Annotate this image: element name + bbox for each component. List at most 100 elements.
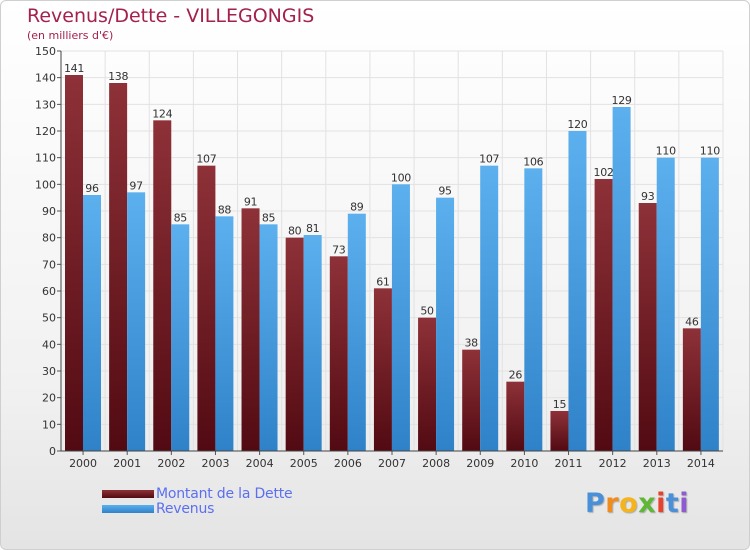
bar-revenue <box>524 168 543 452</box>
bar-debt <box>197 165 216 451</box>
bar-debt <box>506 381 525 451</box>
logo-letter: t <box>665 488 680 519</box>
bar-revenue <box>259 224 278 451</box>
logo-letter: P <box>585 488 606 519</box>
y-tick-label: 40 <box>42 338 56 351</box>
x-tick-label: 2008 <box>422 457 450 470</box>
x-tick-label: 2009 <box>466 457 494 470</box>
y-tick-label: 10 <box>42 418 56 431</box>
x-tick-label: 2011 <box>555 457 583 470</box>
logo-letter: i <box>656 488 666 519</box>
y-tick-label: 90 <box>42 205 56 218</box>
bar-debt <box>462 349 481 451</box>
bar-debt <box>550 411 569 451</box>
y-tick-label: 70 <box>42 258 56 271</box>
bar-revenue <box>347 213 366 451</box>
bar-debt <box>594 179 613 451</box>
data-label: 15 <box>553 398 567 411</box>
x-tick-label: 2007 <box>378 457 406 470</box>
data-label: 80 <box>288 225 302 238</box>
y-tick-label: 30 <box>42 365 56 378</box>
bar-revenue <box>480 165 499 451</box>
y-tick-label: 130 <box>35 98 56 111</box>
bar-layer <box>65 75 719 452</box>
x-tick-label: 2000 <box>69 457 97 470</box>
data-label: 61 <box>376 275 389 288</box>
x-tick-label: 2002 <box>157 457 185 470</box>
data-label: 97 <box>129 179 143 192</box>
logo-letter: o <box>619 488 639 519</box>
bar-debt <box>65 75 83 451</box>
data-label: 85 <box>174 211 188 224</box>
data-label: 89 <box>350 201 364 214</box>
data-label: 100 <box>391 171 411 184</box>
data-label: 81 <box>306 222 319 235</box>
bar-debt <box>373 288 392 451</box>
bar-revenue <box>391 184 410 452</box>
y-tick-label: 50 <box>42 312 56 325</box>
x-tick-label: 2014 <box>687 457 715 470</box>
bar-revenue <box>656 157 675 451</box>
legend-label-revenue: Revenus <box>156 501 215 517</box>
legend-label-debt: Montant de la Dette <box>156 486 293 502</box>
bar-revenue <box>127 192 146 452</box>
bar-debt <box>329 256 348 451</box>
data-label: 120 <box>567 118 587 131</box>
axis-layer: 0 10 20 30 40 50 60 70 80 90 100 110 120 130 140 150 200… <box>35 45 723 470</box>
bar-debt <box>638 203 657 451</box>
data-label: 110 <box>700 145 720 158</box>
x-tick-label: 2006 <box>334 457 362 470</box>
data-label: 85 <box>262 211 276 224</box>
legend-swatch-revenue <box>102 505 154 513</box>
data-label: 129 <box>612 94 632 107</box>
chart-title: Revenus/Dette - VILLEGONGIS <box>27 5 315 27</box>
bar-revenue <box>436 197 455 451</box>
y-tick-label: 150 <box>35 45 56 58</box>
x-tick-label: 2003 <box>201 457 229 470</box>
bar-revenue <box>568 131 587 451</box>
logo-letter: r <box>605 488 620 519</box>
data-label: 91 <box>244 195 257 208</box>
y-tick-label: 60 <box>42 285 56 298</box>
data-label: 88 <box>218 203 232 216</box>
data-label: 124 <box>152 107 172 120</box>
legend-swatch-debt <box>102 490 154 498</box>
bar-revenue <box>171 224 190 451</box>
y-tick-label: 140 <box>35 72 56 85</box>
x-tick-label: 2001 <box>113 457 141 470</box>
bar-debt <box>109 83 128 451</box>
logo-letter: x <box>638 488 657 519</box>
y-tick-label: 80 <box>42 232 56 245</box>
data-label: 110 <box>656 145 676 158</box>
chart-subtitle: (en milliers d'€) <box>27 29 114 42</box>
bar-debt <box>682 328 701 451</box>
x-tick-label: 2012 <box>599 457 627 470</box>
proxiti-logo: Proxiti <box>585 488 689 519</box>
y-tick-label: 0 <box>49 445 56 458</box>
x-tick-label: 2004 <box>246 457 274 470</box>
data-label: 107 <box>196 153 216 166</box>
bar-debt <box>241 208 260 451</box>
y-tick-label: 20 <box>42 392 56 405</box>
x-tick-label: 2010 <box>510 457 538 470</box>
x-tick-label: 2013 <box>643 457 671 470</box>
y-tick-label: 110 <box>35 152 56 165</box>
y-tick-label: 100 <box>35 178 56 191</box>
data-label: 106 <box>523 155 543 168</box>
bar-debt <box>285 237 304 451</box>
logo-letter: i <box>679 488 690 519</box>
data-label: 93 <box>641 190 655 203</box>
bar-revenue <box>700 157 719 451</box>
data-label: 102 <box>594 166 614 179</box>
bar-revenue <box>303 235 322 451</box>
y-tick-label: 120 <box>35 125 56 138</box>
data-label: 107 <box>479 153 499 166</box>
data-label: 26 <box>509 369 523 382</box>
data-label: 50 <box>420 305 434 318</box>
x-tick-label: 2005 <box>290 457 318 470</box>
bar-debt <box>418 317 437 451</box>
label-layer: 141 96 138 97 124 85 107 88 91 85 80 81 73 89 61 100 50 9… <box>64 62 721 411</box>
bar-revenue <box>612 107 631 451</box>
